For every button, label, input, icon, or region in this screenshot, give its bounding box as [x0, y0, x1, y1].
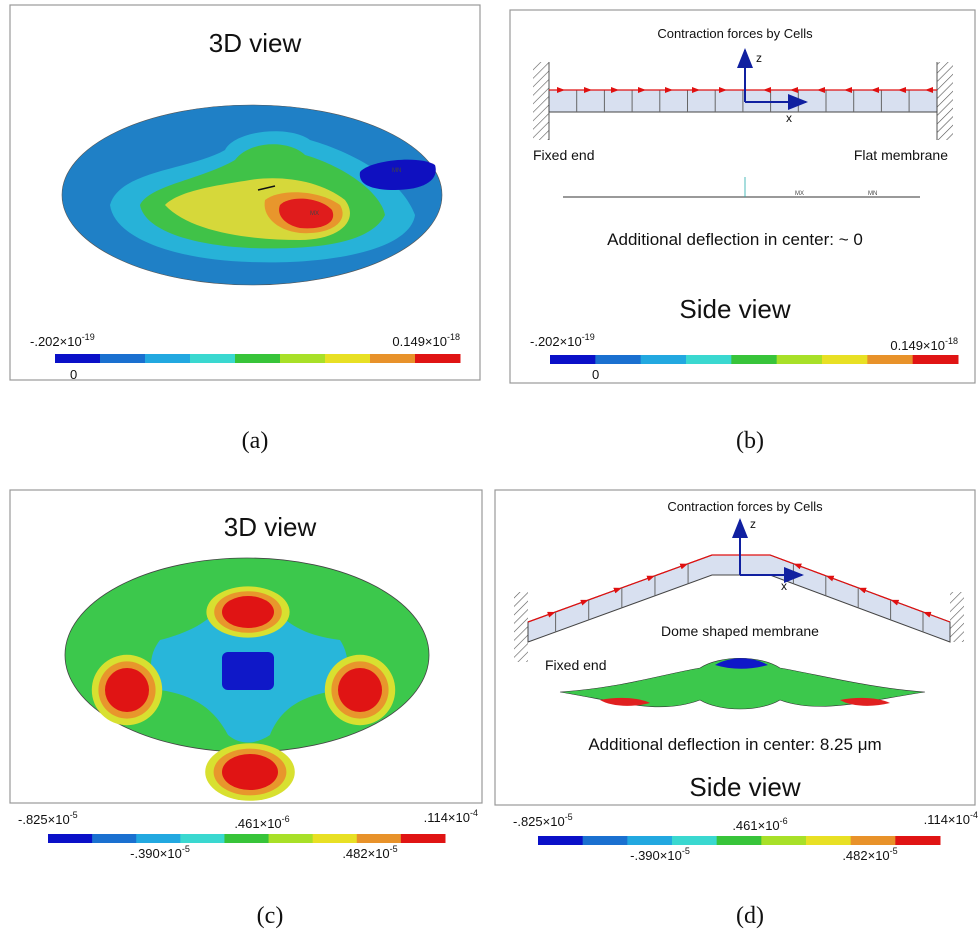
marker-label: MN [868, 191, 877, 197]
fixed-wall [950, 592, 964, 642]
colorbar-swatch [145, 354, 191, 363]
colorbar-swatch [269, 834, 314, 843]
axis-label: z [756, 51, 762, 65]
colorbar [538, 836, 941, 845]
colorbar-swatch [415, 354, 461, 363]
colorbar-swatch [806, 836, 851, 845]
colorbar [550, 355, 959, 364]
colorbar [55, 354, 461, 363]
colorbar-swatch [48, 834, 93, 843]
marker-label: MN [392, 168, 401, 174]
membrane-label: Dome shaped membrane [661, 623, 819, 639]
legend-label: .461×10-6 [732, 816, 787, 833]
axis-label: x [781, 579, 787, 593]
legend-label: -.825×10-5 [513, 812, 573, 829]
colorbar-swatch [550, 355, 596, 364]
colorbar-swatch [672, 836, 717, 845]
colorbar-swatch [100, 354, 146, 363]
legend-label: .114×10-4 [424, 808, 478, 825]
contour-lobe [338, 668, 382, 712]
colorbar-swatch [867, 355, 913, 364]
colorbar-swatch [913, 355, 959, 364]
colorbar-swatch [851, 836, 896, 845]
contour-lobe [222, 596, 274, 628]
colorbar-swatch [370, 354, 416, 363]
colorbar-swatch [595, 355, 641, 364]
end-label: Fixed end [533, 147, 594, 163]
end-label: Fixed end [545, 657, 606, 673]
legend-label: -.390×10-5 [130, 844, 190, 861]
colorbar-swatch [777, 355, 823, 364]
colorbar-swatch [401, 834, 446, 843]
fixed-wall [533, 62, 549, 140]
axis-label: z [750, 517, 756, 531]
panel-title: Side view [689, 772, 800, 802]
panel-title: 3D view [224, 512, 317, 542]
panel-d: Contraction forces by Cells z x Dome sha… [495, 490, 978, 863]
panel-title: Side view [679, 294, 790, 324]
legend-label: .461×10-6 [234, 814, 289, 831]
legend-label: -.825×10-5 [18, 810, 78, 827]
figure: 3D view MX MN -.202×10-19 0.149×10-18 0 … [0, 0, 980, 937]
legend-label: 0 [70, 367, 77, 382]
contour-plot: MX MN [62, 105, 442, 285]
colorbar-swatch [761, 836, 806, 845]
legend-label: .482×10-5 [342, 844, 397, 861]
panel-c: 3D view -.825×10-5 .461×10-6 .114×10-4 -… [10, 490, 482, 861]
colorbar-swatch [55, 354, 101, 363]
marker-label: MX [310, 211, 319, 217]
end-label: Flat membrane [854, 147, 948, 163]
colorbar-swatch [92, 834, 137, 843]
marker-label: MX [795, 191, 804, 197]
legend-label: 0 [592, 367, 599, 382]
colorbar-swatch [136, 834, 181, 843]
colorbar-swatch [686, 355, 732, 364]
panel-heading: Contraction forces by Cells [667, 499, 823, 514]
contour-lobe [105, 668, 149, 712]
contour-lobe [222, 754, 278, 790]
colorbar-swatch [641, 355, 687, 364]
fixed-wall [937, 62, 953, 140]
colorbar-swatch [717, 836, 762, 845]
note: Additional deflection in center: ~ 0 [607, 230, 863, 249]
panel-b: Contraction forces by Cells z x Fixed en… [510, 10, 975, 383]
caption: (d) [736, 903, 764, 929]
panel-a: 3D view MX MN -.202×10-19 0.149×10-18 0 [10, 5, 480, 382]
colorbar-swatch [325, 354, 371, 363]
colorbar-swatch [538, 836, 583, 845]
caption: (b) [736, 428, 764, 454]
colorbar-swatch [180, 834, 225, 843]
panel-title: 3D view [209, 28, 302, 58]
colorbar [48, 834, 446, 843]
colorbar-swatch [235, 354, 281, 363]
caption: (a) [242, 428, 269, 454]
page: {"panels": [ {"title": "3D view", "legen… [0, 0, 980, 937]
note: Additional deflection in center: 8.25 μm [588, 735, 881, 754]
colorbar-swatch [731, 355, 777, 364]
legend-label: .114×10-4 [924, 810, 978, 827]
colorbar-swatch [822, 355, 868, 364]
panel-heading: Contraction forces by Cells [657, 26, 813, 41]
axis-label: x [786, 111, 792, 125]
colorbar-swatch [895, 836, 940, 845]
legend-label: .482×10-5 [842, 846, 897, 863]
colorbar-swatch [280, 354, 326, 363]
colorbar-swatch [190, 354, 236, 363]
caption: (c) [257, 903, 284, 929]
fixed-wall [514, 592, 528, 662]
colorbar-swatch [583, 836, 628, 845]
colorbar-swatch [627, 836, 672, 845]
colorbar-swatch [313, 834, 358, 843]
colorbar-swatch [224, 834, 269, 843]
beam [549, 90, 937, 112]
colorbar-swatch [357, 834, 402, 843]
legend-label: -.390×10-5 [630, 846, 690, 863]
panel-frame [495, 490, 975, 805]
